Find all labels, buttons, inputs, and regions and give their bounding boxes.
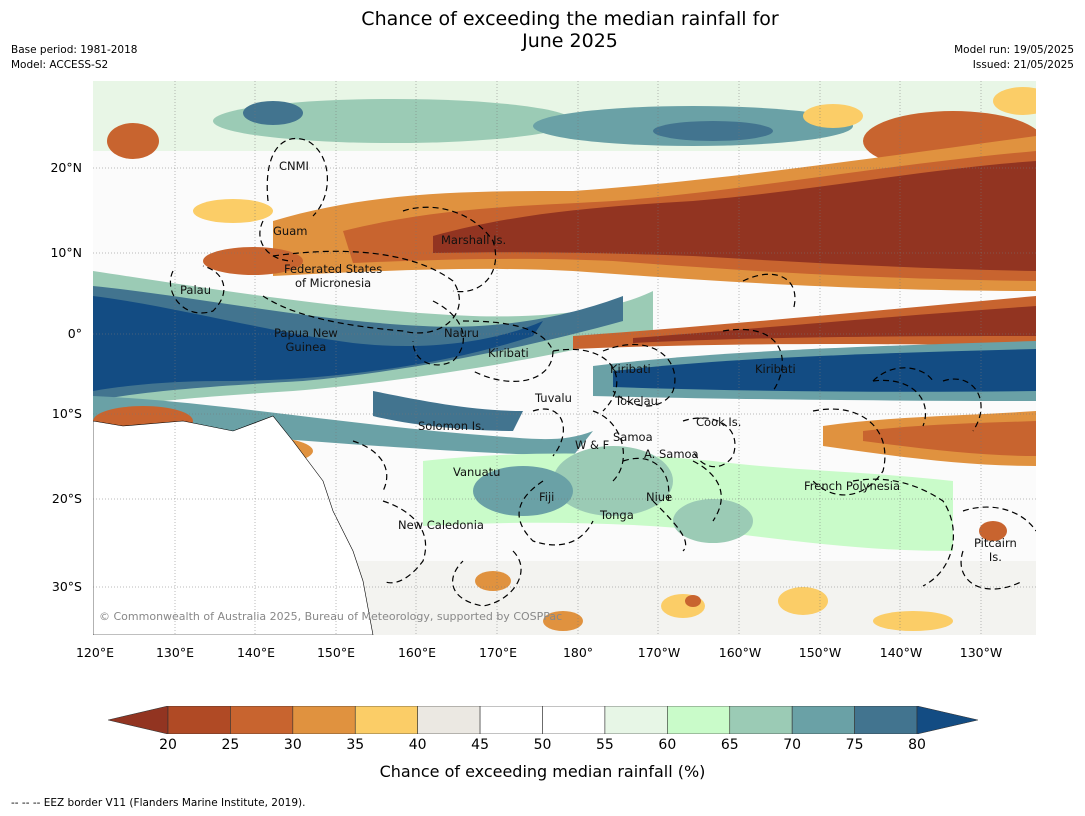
colorbar-cell (604, 706, 668, 734)
colorbar-tick-label: 20 (159, 737, 177, 753)
label-tonga: Tonga (600, 508, 634, 522)
colorbar-under-arrow (108, 706, 169, 734)
base-period: Base period: 1981-2018 (11, 44, 138, 56)
colorbar-cell (479, 706, 543, 734)
lon-label-160w: 160°W (718, 645, 762, 660)
lon-label-180: 180° (562, 645, 594, 660)
label-new-caledonia: New Caledonia (398, 518, 484, 532)
colorbar-cell (667, 706, 731, 734)
colorbar-cell (167, 706, 231, 734)
lat-label-20n: 20°N (50, 160, 82, 175)
colorbar-cell (292, 706, 356, 734)
colorbar-tick-label: 60 (658, 737, 677, 753)
label-pitcairn: Pitcairn Is. (974, 536, 1017, 564)
colorbar-tick-label: 40 (408, 737, 427, 753)
colorbar (108, 706, 978, 734)
colorbar-tick-label: 70 (783, 737, 802, 753)
map-canvas (93, 81, 1036, 635)
label-niue: Niue (646, 490, 673, 504)
lon-label-130w: 130°W (959, 645, 1003, 660)
eez-legend: -- -- -- EEZ border V11 (Flanders Marine… (11, 797, 306, 809)
label-pitcairn-line1: Pitcairn (974, 536, 1017, 550)
meta-right: Model run: 19/05/2025 Issued: 21/05/2025 (954, 43, 1074, 73)
colorbar-cell (729, 706, 793, 734)
chart-title: Chance of exceeding the median rainfall … (0, 8, 1085, 52)
colorbar-tick-label: 30 (283, 737, 302, 753)
colorbar-tick-label: 75 (845, 737, 864, 753)
colorbar-cell (417, 706, 481, 734)
label-png-line1: Papua New (274, 326, 338, 340)
label-tuvalu: Tuvalu (535, 391, 572, 405)
rainfall-map: CNMI Guam Marshall Is. Federated States … (93, 81, 1036, 635)
colorbar-cell (791, 706, 855, 734)
label-cook: Cook Is. (696, 415, 742, 429)
label-wallis-futuna: W & F (575, 438, 610, 452)
lat-label-10s: 10°S (51, 406, 82, 421)
colorbar-tick-label: 45 (471, 737, 489, 753)
colorbar-cells (167, 706, 918, 734)
label-fiji: Fiji (539, 490, 555, 504)
model-name: Model: ACCESS-S2 (11, 59, 109, 71)
copyright-notice: © Commonwealth of Australia 2025, Bureau… (99, 610, 563, 623)
label-marshall: Marshall Is. (441, 233, 507, 247)
label-fsm: Federated States of Micronesia (284, 262, 382, 290)
lon-label-120e: 120°E (75, 645, 114, 660)
colorbar-over-arrow (916, 706, 978, 734)
title-line-1: Chance of exceeding the median rainfall … (361, 8, 779, 30)
model-run: Model run: 19/05/2025 (954, 44, 1074, 56)
label-solomon: Solomon Is. (418, 419, 485, 433)
label-cnmi: CNMI (279, 159, 309, 173)
lat-label-0: 0° (67, 326, 82, 341)
lon-label-150e: 150°E (316, 645, 355, 660)
label-pitcairn-line2: Is. (988, 550, 1002, 564)
label-fsm-line1: Federated States (284, 262, 383, 276)
lat-label-30s: 30°S (51, 579, 82, 594)
colorbar-cell (854, 706, 918, 734)
label-french-polynesia: French Polynesia (804, 479, 901, 493)
colorbar-tick-label: 50 (533, 737, 552, 753)
label-png-line2: Guinea (285, 340, 327, 354)
lon-label-140w: 140°W (879, 645, 923, 660)
title-line-2: June 2025 (522, 30, 618, 52)
lon-label-140e: 140°E (236, 645, 275, 660)
lat-label-20s: 20°S (51, 491, 82, 506)
label-vanuatu: Vanuatu (453, 465, 501, 479)
label-palau: Palau (180, 283, 211, 297)
colorbar-label: Chance of exceeding median rainfall (%) (379, 762, 706, 781)
label-samoa: Samoa (613, 430, 653, 444)
colorbar-tick-label: 35 (346, 737, 365, 753)
label-png: Papua New Guinea (274, 326, 338, 354)
meta-left: Base period: 1981-2018 Model: ACCESS-S2 (11, 43, 137, 73)
label-kiribati-west: Kiribati (488, 346, 529, 360)
colorbar-tick-label: 80 (908, 737, 926, 753)
colorbar-tick-label: 25 (221, 737, 240, 753)
lat-label-10n: 10°N (50, 245, 82, 260)
lon-label-170e: 170°E (478, 645, 517, 660)
colorbar-cell (230, 706, 294, 734)
colorbar-tick-label: 55 (595, 737, 614, 753)
lon-label-130e: 130°E (155, 645, 194, 660)
colorbar-tick-label: 65 (720, 737, 739, 753)
lon-label-170w: 170°W (637, 645, 681, 660)
label-fsm-line2: of Micronesia (294, 276, 372, 290)
label-tokelau: Tokelau (615, 394, 658, 408)
colorbar-cell (542, 706, 606, 734)
label-nauru: Nauru (444, 326, 479, 340)
colorbar-cell (354, 706, 418, 734)
label-guam: Guam (273, 224, 308, 238)
label-kiribati-east: Kiribati (755, 362, 796, 376)
lon-label-150w: 150°W (798, 645, 842, 660)
issued-date: Issued: 21/05/2025 (972, 59, 1074, 71)
label-kiribati-central: Kiribati (610, 362, 651, 376)
label-american-samoa: A. Samoa (644, 447, 699, 461)
lon-label-160e: 160°E (397, 645, 436, 660)
